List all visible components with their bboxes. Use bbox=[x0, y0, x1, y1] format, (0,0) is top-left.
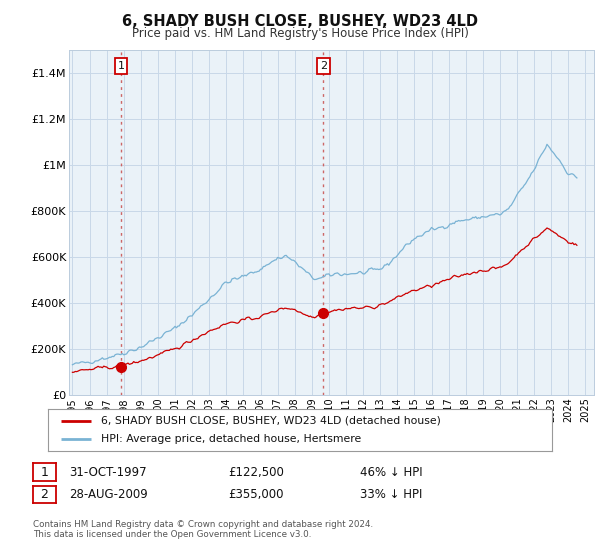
Text: 6, SHADY BUSH CLOSE, BUSHEY, WD23 4LD: 6, SHADY BUSH CLOSE, BUSHEY, WD23 4LD bbox=[122, 14, 478, 29]
Text: Contains HM Land Registry data © Crown copyright and database right 2024.
This d: Contains HM Land Registry data © Crown c… bbox=[33, 520, 373, 539]
Text: 46% ↓ HPI: 46% ↓ HPI bbox=[360, 465, 422, 479]
Text: 2: 2 bbox=[40, 488, 49, 501]
Text: HPI: Average price, detached house, Hertsmere: HPI: Average price, detached house, Hert… bbox=[101, 434, 361, 444]
Text: 6, SHADY BUSH CLOSE, BUSHEY, WD23 4LD (detached house): 6, SHADY BUSH CLOSE, BUSHEY, WD23 4LD (d… bbox=[101, 416, 441, 426]
Text: 28-AUG-2009: 28-AUG-2009 bbox=[69, 488, 148, 501]
Text: £122,500: £122,500 bbox=[228, 465, 284, 479]
Text: Price paid vs. HM Land Registry's House Price Index (HPI): Price paid vs. HM Land Registry's House … bbox=[131, 27, 469, 40]
Text: 2: 2 bbox=[320, 60, 327, 71]
Text: 33% ↓ HPI: 33% ↓ HPI bbox=[360, 488, 422, 501]
Text: 1: 1 bbox=[118, 60, 124, 71]
Text: £355,000: £355,000 bbox=[228, 488, 284, 501]
Text: 31-OCT-1997: 31-OCT-1997 bbox=[69, 465, 146, 479]
Text: 1: 1 bbox=[40, 465, 49, 479]
